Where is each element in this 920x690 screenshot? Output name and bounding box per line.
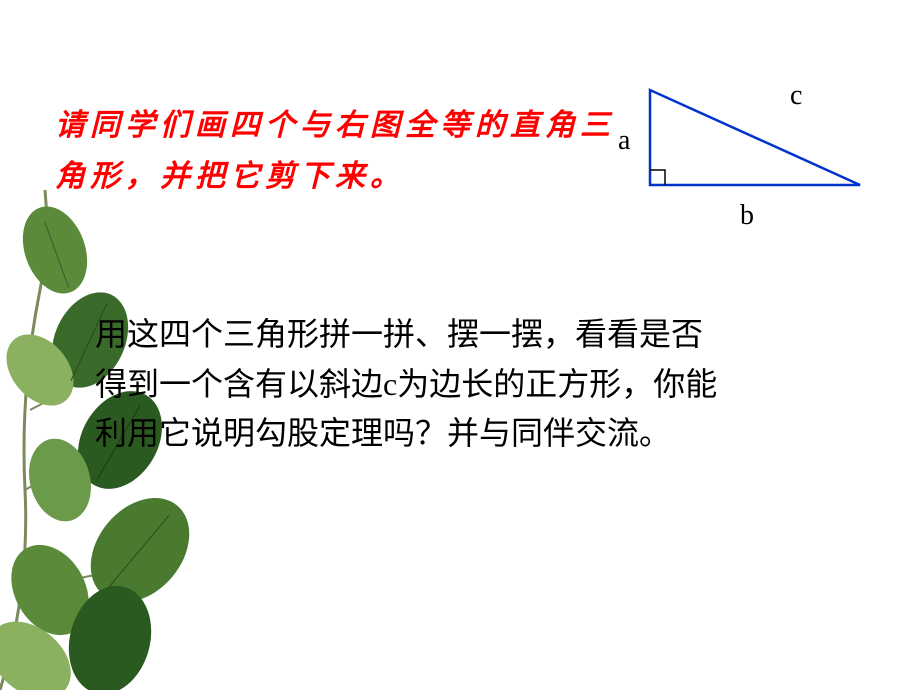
label-b: b (740, 200, 754, 232)
label-c: c (790, 80, 802, 112)
label-a: a (618, 125, 630, 157)
slide: 请同学们画四个与右图全等的直角三角形，并把它剪下来。 a b c 用这四个三角形… (0, 0, 920, 690)
body-text: 用这四个三角形拼一拼、摆一摆，看看是否得到一个含有以斜边c为边长的正方形，你能利… (95, 310, 720, 459)
right-triangle-diagram (640, 80, 880, 230)
instruction-text: 请同学们画四个与右图全等的直角三角形，并把它剪下来。 (55, 100, 615, 202)
